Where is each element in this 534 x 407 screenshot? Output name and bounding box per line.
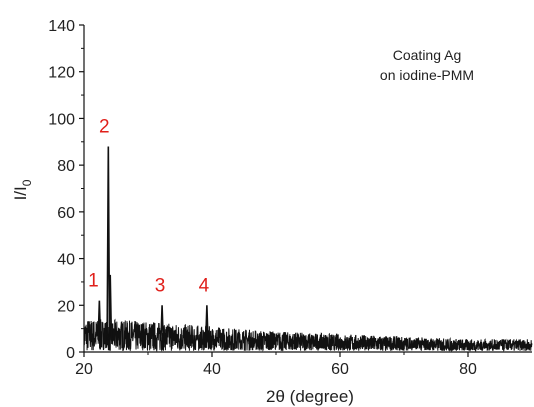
y-tick-label: 40 <box>57 252 75 269</box>
x-axis-title: 2θ (degree) <box>266 387 354 406</box>
peak-label: 1 <box>88 271 99 292</box>
x-tick-label: 80 <box>459 361 477 378</box>
peak-spike <box>160 305 165 342</box>
y-tick-label: 0 <box>66 345 75 362</box>
y-tick-label: 60 <box>57 205 75 222</box>
x-ticks: 20 40 60 80 <box>75 352 477 378</box>
y-axis-title: I/I0 <box>11 179 34 200</box>
annotation-line-2: on iodine-PMM <box>380 67 474 83</box>
x-tick-label: 60 <box>331 361 349 378</box>
x-tick-label: 40 <box>203 361 221 378</box>
peak-label: 2 <box>99 116 110 137</box>
y-ticks: 0 20 40 60 80 100 120 140 <box>48 18 84 362</box>
annotation-line-1: Coating Ag <box>393 47 462 63</box>
xrd-pattern-line <box>83 318 533 353</box>
y-tick-label: 140 <box>48 18 75 35</box>
y-axis-title-main: I/I <box>11 186 30 200</box>
y-tick-label: 20 <box>57 298 75 315</box>
peak-label: 3 <box>155 275 166 296</box>
y-tick-label: 80 <box>57 158 75 175</box>
peak-spike <box>204 305 209 343</box>
x-tick-label: 20 <box>75 361 93 378</box>
peak-spike <box>97 300 102 341</box>
peak-label: 4 <box>199 275 210 296</box>
peak-lines <box>97 146 209 343</box>
peak-spike <box>106 146 111 341</box>
y-tick-label: 120 <box>48 65 75 82</box>
peak-labels: 1 2 3 4 <box>88 116 210 296</box>
y-tick-label: 100 <box>48 111 75 128</box>
y-axis-title-subscript: 0 <box>20 179 34 186</box>
peak-spike <box>108 274 113 341</box>
plot-area <box>83 146 533 353</box>
annotation: Coating Ag on iodine-PMM <box>380 47 474 83</box>
